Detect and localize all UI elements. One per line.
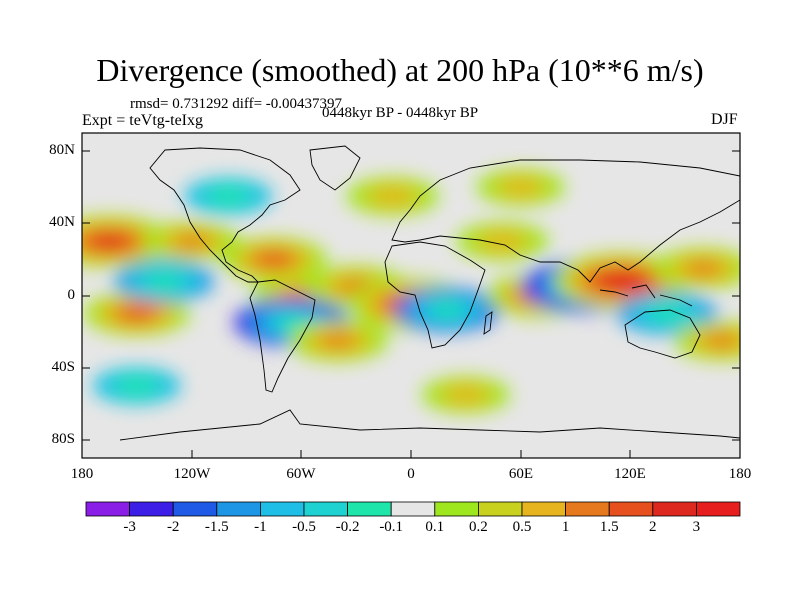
colorbar-swatch-3: [216, 501, 261, 517]
colorbar-swatch-8: [434, 501, 479, 517]
field-feature-3-level-3: [147, 274, 181, 288]
field-feature-18-level-2: [373, 187, 413, 205]
field-feature-20-level-2: [209, 188, 248, 205]
field-feature-17-level-3: [705, 333, 738, 348]
field-feature-10-level-4: [433, 303, 463, 316]
colorbar-label-10: 1: [561, 519, 570, 535]
colorbar-label-4: -0.5: [292, 519, 316, 535]
colorbar-swatch-12: [608, 501, 654, 517]
colorbar-swatch-11: [565, 501, 610, 517]
lat-label-40n: 40N: [49, 214, 75, 230]
lat-label-80s: 80S: [51, 431, 75, 447]
field-feature-11-level-2: [482, 233, 523, 250]
colorbar-label-5: -0.2: [335, 519, 360, 535]
colorbar-label-0: -3: [123, 519, 136, 535]
colorbar-swatch-13: [652, 501, 697, 517]
field-feature-15-level-3: [686, 261, 721, 276]
field-feature-16-level-3: [650, 306, 684, 321]
lat-label-40s: 40S: [51, 359, 75, 375]
lon-label-60w: 60W: [286, 466, 316, 482]
field-feature-22-level-2: [117, 377, 156, 394]
colorbar-swatch-6: [347, 501, 392, 517]
colorbar-label-7: 0.1: [425, 519, 445, 535]
field-feature-8-level-3: [321, 333, 355, 348]
axis-ticks: [81, 150, 741, 458]
lon-label-180w: 180: [70, 466, 94, 482]
colorbar-swatch-5: [303, 501, 348, 517]
colorbar-label-9: 0.5: [512, 519, 532, 535]
colorbar-swatch-10: [521, 501, 566, 517]
colorbar-label-8: 0.2: [469, 519, 488, 535]
colorbar-swatch-1: [129, 501, 174, 517]
divergence-field: [82, 168, 740, 414]
colorbar-swatch-7: [390, 501, 436, 517]
experiment-label: Expt = teVtg-teIxg: [82, 112, 203, 129]
plot-title: Divergence (smoothed) at 200 hPa (10**6 …: [96, 52, 704, 88]
field-feature-4-level-4: [259, 253, 289, 266]
lat-label-0: 0: [67, 287, 76, 303]
stats-label: rmsd= 0.731292 diff= -0.00437397: [130, 96, 343, 112]
colorbar-label-1: -2: [166, 519, 180, 535]
colorbar-label-2: -1.5: [204, 519, 229, 535]
field-feature-19-level-2: [501, 179, 540, 196]
period-label: 0448kyr BP - 0448kyr BP: [321, 105, 479, 121]
field-feature-21-level-2: [446, 386, 485, 403]
field-feature-0-level-5: [94, 235, 124, 248]
lon-label-180e: 180: [728, 466, 752, 482]
lon-label-120w: 120W: [173, 466, 211, 482]
field-feature-14-level-6: [607, 275, 635, 287]
lon-label-0: 0: [407, 466, 415, 482]
lat-label-80n: 80N: [49, 142, 75, 158]
colorbar-label-3: -1: [254, 519, 267, 535]
colorbar-label-6: -0.1: [379, 519, 404, 535]
colorbar-swatch-0: [85, 501, 130, 517]
colorbar-label-11: 1.5: [599, 519, 619, 535]
lon-label-60e: 60E: [508, 466, 534, 482]
lon-label-120e: 120E: [614, 466, 646, 482]
colorbar-label-13: 3: [692, 519, 701, 535]
colorbar-swatch-2: [172, 501, 218, 517]
colorbar-label-12: 2: [649, 519, 657, 535]
field-feature-1-level-4: [122, 307, 152, 320]
colorbar-swatch-9: [477, 501, 523, 517]
colorbar-swatch-14: [696, 501, 741, 517]
field-feature-7-level-5: [278, 317, 306, 329]
coastlines: [119, 145, 740, 441]
season-label: DJF: [711, 111, 738, 128]
colorbar: [85, 501, 741, 517]
colorbar-swatch-4: [259, 501, 305, 517]
